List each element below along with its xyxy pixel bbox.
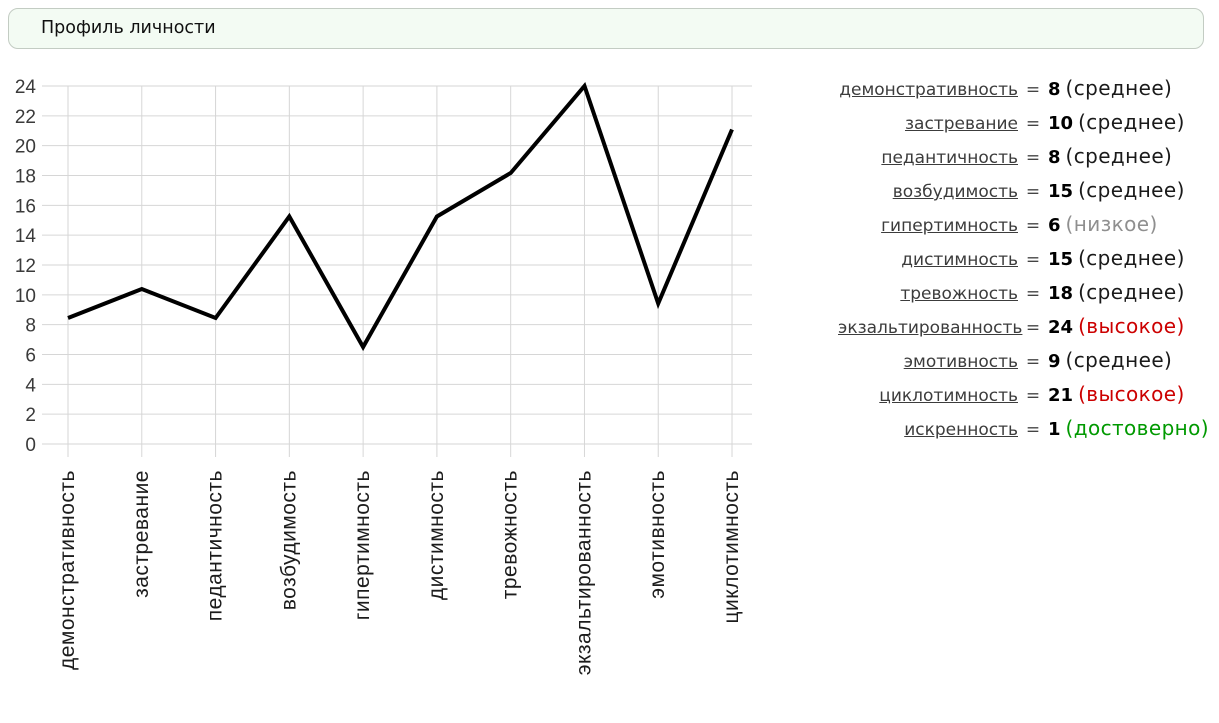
trait-qualifier: (среднее) <box>1078 280 1185 304</box>
result-row: дистимность = 15 (среднее) <box>838 246 1219 280</box>
x-axis-category-label: педантичность <box>204 470 227 621</box>
trait-link[interactable]: педантичность <box>881 148 1018 168</box>
result-row: эмотивность = 9 (среднее) <box>838 348 1219 382</box>
trait-qualifier: (среднее) <box>1065 76 1173 100</box>
y-axis-tick-label: 8 <box>25 316 36 337</box>
result-row: циклотимность = 21 (высокое) <box>838 382 1219 416</box>
y-axis-tick-label: 12 <box>15 256 36 277</box>
trait-qualifier: (достоверно) <box>1065 416 1209 440</box>
equals-sign: = <box>1025 182 1041 202</box>
x-axis-category-label: гипертимность <box>351 470 374 620</box>
trait-link[interactable]: эмотивность <box>903 352 1018 372</box>
trait-link[interactable]: тревожность <box>900 284 1018 304</box>
trait-link[interactable]: искренность <box>904 420 1018 440</box>
equals-sign: = <box>1025 216 1041 236</box>
trait-qualifier: (высокое) <box>1078 382 1185 406</box>
equals-sign: = <box>1025 420 1041 440</box>
trait-link[interactable]: экзальтированность <box>838 318 1023 338</box>
result-row: педантичность = 8 (среднее) <box>838 144 1219 178</box>
x-axis-category-label: дистимность <box>425 470 448 600</box>
trait-link[interactable]: дистимность <box>901 250 1018 270</box>
profile-line <box>67 82 734 352</box>
y-axis-tick-label: 4 <box>25 375 36 396</box>
y-axis-tick-label: 18 <box>15 167 36 188</box>
personality-profile-chart: 0 2 4 6 8 10 12 14 16 18 20 22 24 демонстративность за… <box>0 60 790 723</box>
result-row: застревание = 10 (среднее) <box>838 110 1219 144</box>
trait-value: 21 <box>1048 385 1074 406</box>
trait-qualifier: (среднее) <box>1065 144 1173 168</box>
trait-link[interactable]: демонстративность <box>839 80 1018 100</box>
trait-value: 15 <box>1048 181 1074 202</box>
page-title-box: Профиль личности <box>8 8 1204 49</box>
trait-value: 9 <box>1048 351 1061 372</box>
x-axis-category-label: демонстративность <box>56 470 79 670</box>
trait-link[interactable]: гипертимность <box>881 216 1018 236</box>
y-axis-tick-label: 20 <box>15 137 36 158</box>
trait-qualifier: (среднее) <box>1078 178 1185 202</box>
result-row: экзальтированность = 24 (высокое) <box>838 314 1219 348</box>
trait-link[interactable]: возбудимость <box>892 182 1018 202</box>
results-panel: демонстративность = 8 (среднее) застревание =… <box>838 76 1219 450</box>
trait-qualifier: (среднее) <box>1078 246 1185 270</box>
page-title: Профиль личности <box>41 18 216 38</box>
equals-sign: = <box>1025 284 1041 304</box>
equals-sign: = <box>1025 352 1041 372</box>
result-row: демонстративность = 8 (среднее) <box>838 76 1219 110</box>
equals-sign: = <box>1025 114 1041 134</box>
y-axis-tick-label: 6 <box>25 346 36 367</box>
trait-qualifier: (низкое) <box>1065 212 1158 236</box>
trait-value: 8 <box>1048 147 1061 168</box>
trait-qualifier: (среднее) <box>1065 348 1173 372</box>
trait-value: 10 <box>1048 113 1074 134</box>
y-axis-tick-label: 16 <box>15 196 36 217</box>
x-axis-category-label: эмотивность <box>646 470 669 599</box>
trait-value: 6 <box>1048 215 1061 236</box>
equals-sign: = <box>1025 80 1041 100</box>
y-axis-tick-label: 24 <box>15 77 37 98</box>
trait-qualifier: (среднее) <box>1078 110 1185 134</box>
equals-sign: = <box>1025 318 1041 338</box>
trait-value: 15 <box>1048 249 1074 270</box>
x-axis-category-label: тревожность <box>499 470 522 599</box>
x-axis-category-label: застревание <box>130 470 153 598</box>
result-row: гипертимность = 6 (низкое) <box>838 212 1219 246</box>
trait-value: 1 <box>1048 419 1061 440</box>
equals-sign: = <box>1025 386 1041 406</box>
equals-sign: = <box>1025 148 1041 168</box>
result-row: возбудимость = 15 (среднее) <box>838 178 1219 212</box>
trait-qualifier: (высокое) <box>1078 314 1185 338</box>
y-axis-tick-label: 22 <box>15 107 36 128</box>
x-axis-category-label: возбудимость <box>277 470 300 610</box>
x-axis-category-label: циклотимность <box>720 470 743 624</box>
trait-link[interactable]: циклотимность <box>879 386 1018 406</box>
result-row: тревожность = 18 (среднее) <box>838 280 1219 314</box>
y-axis-tick-label: 2 <box>25 405 36 426</box>
y-axis-tick-label: 0 <box>25 435 36 456</box>
trait-value: 18 <box>1048 283 1074 304</box>
y-axis-tick-label: 14 <box>15 226 37 247</box>
trait-link[interactable]: застревание <box>904 114 1018 134</box>
equals-sign: = <box>1025 250 1041 270</box>
trait-value: 8 <box>1048 79 1061 100</box>
y-axis-tick-label: 10 <box>15 286 36 307</box>
x-axis-category-label: экзальтированность <box>572 470 595 675</box>
result-row: искренность = 1 (достоверно) <box>838 416 1219 450</box>
trait-value: 24 <box>1048 317 1074 338</box>
